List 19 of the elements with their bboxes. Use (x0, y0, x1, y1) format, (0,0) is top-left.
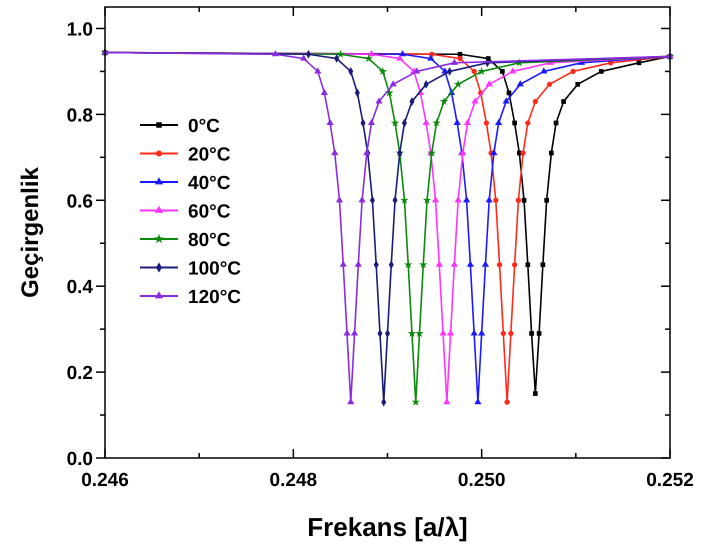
x-tick-label: 0.246 (81, 470, 129, 491)
x-axis-title: Frekans [a/λ] (307, 512, 468, 542)
y-tick-label: 1.0 (66, 19, 93, 40)
legend-label: 120°C (188, 287, 242, 308)
y-tick-label: 0.8 (66, 105, 93, 126)
x-tick-label: 0.248 (270, 470, 318, 491)
x-tick-label: 0.252 (646, 470, 694, 491)
y-tick-label: 0.6 (66, 191, 93, 212)
y-axis-title: Geçirgenlik (17, 166, 44, 298)
y-tick-label: 0.4 (66, 277, 94, 298)
legend-label: 20°C (188, 144, 231, 166)
legend-label: 0°C (188, 116, 220, 137)
y-tick-label: 0.2 (66, 363, 93, 384)
legend-label: 60°C (188, 202, 231, 222)
y-tick-label: 0.0 (66, 449, 93, 470)
legend-label: 40°C (188, 173, 231, 194)
legend-label: 80°C (188, 230, 231, 251)
legend-label: 100°C (188, 258, 242, 280)
x-tick-label: 0.250 (458, 470, 506, 491)
